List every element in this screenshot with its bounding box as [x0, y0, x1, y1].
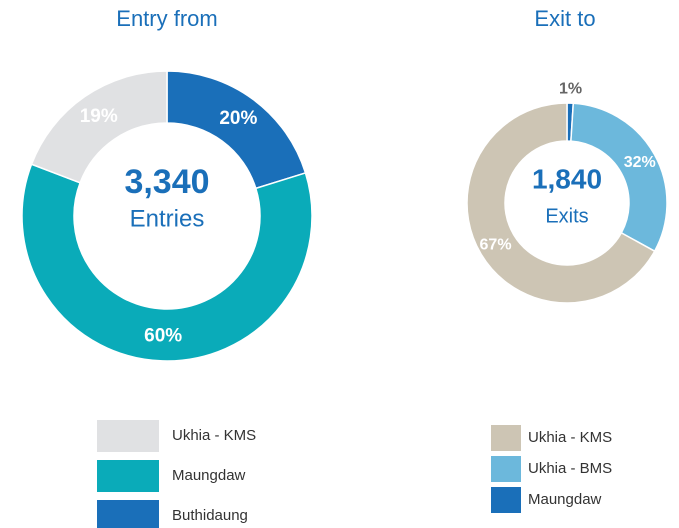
legend-swatch [491, 425, 521, 451]
legend-swatch [491, 456, 521, 482]
donut-segment [466, 102, 656, 304]
value-label: 20% [219, 108, 257, 129]
legend-swatch [97, 420, 159, 452]
value-label: 19% [80, 106, 118, 127]
donut-segment [21, 163, 313, 362]
legend-label: Buthidaung [172, 507, 248, 524]
legend-label: Maungdaw [172, 467, 246, 484]
value-label: 32% [624, 154, 656, 171]
legend-swatch [97, 460, 159, 492]
legend-swatch [491, 487, 521, 513]
value-label: 1% [559, 80, 582, 97]
value-label: 67% [480, 236, 512, 253]
donut-segment [570, 102, 668, 253]
donut-segment [30, 70, 168, 184]
chart-title: Exit to [534, 6, 595, 31]
legend-label: Ukhia - KMS [528, 429, 612, 446]
value-label: 60% [144, 325, 182, 346]
legend-label: Maungdaw [528, 491, 602, 508]
center-label: Entries [130, 205, 205, 232]
center-value: 1,840 [532, 163, 602, 194]
chart-title: Entry from [116, 6, 217, 31]
legend-label: Ukhia - KMS [172, 427, 256, 444]
legend-label: Ukhia - BMS [528, 460, 612, 477]
legend-swatch [97, 500, 159, 528]
center-value: 3,340 [124, 163, 209, 201]
center-label: Exits [545, 205, 588, 227]
